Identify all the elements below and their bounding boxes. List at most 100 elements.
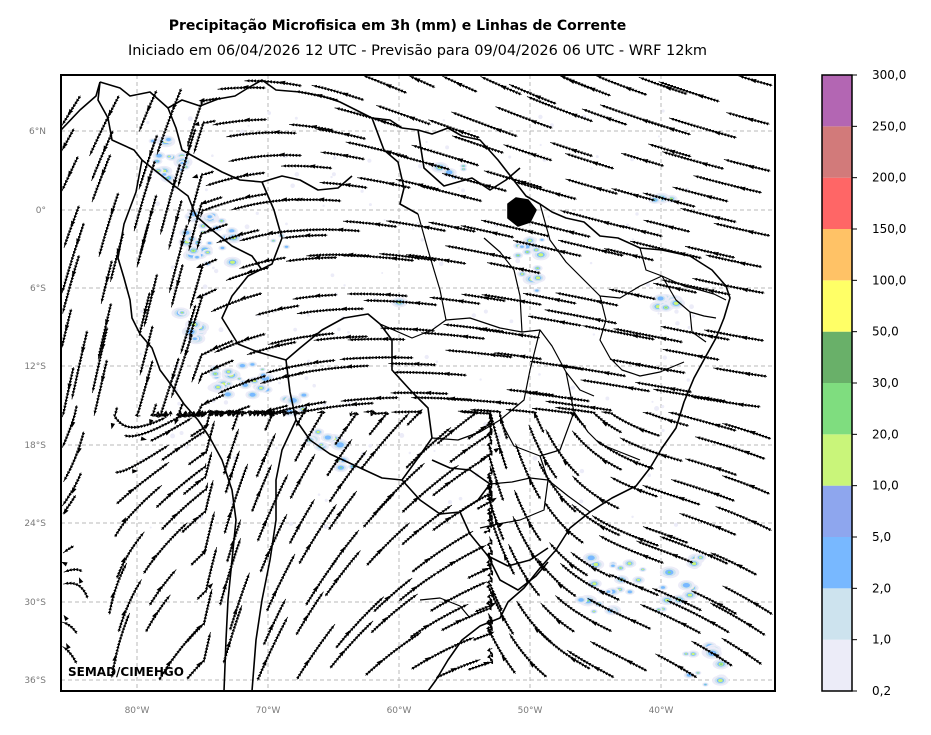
- precip-trace: [645, 282, 651, 287]
- streamline: [217, 85, 266, 91]
- streamline: [340, 396, 399, 403]
- streamline-arrow: [747, 117, 754, 123]
- streamline: [376, 105, 431, 126]
- precip-cell: [351, 465, 354, 468]
- precip-trace: [691, 314, 695, 318]
- streamline-arrow: [741, 335, 748, 341]
- streamline: [320, 151, 365, 161]
- precip-cell: [520, 245, 524, 248]
- streamline-arrow: [455, 619, 462, 625]
- streamlines-layer: [61, 75, 773, 681]
- streamline: [265, 553, 296, 612]
- precip-cell: [627, 562, 632, 565]
- streamline: [642, 192, 696, 209]
- colorbar-segment: [822, 126, 852, 178]
- streamline: [187, 420, 215, 466]
- precip-trace: [433, 449, 436, 453]
- streamline: [63, 581, 89, 599]
- streamline-arrow: [703, 396, 710, 401]
- streamline-arrow: [222, 583, 227, 590]
- precip-cell: [535, 289, 539, 292]
- streamline: [691, 590, 738, 616]
- streamline-arrow: [495, 128, 503, 133]
- streamline-arrow: [336, 510, 342, 518]
- streamline-arrow: [462, 334, 469, 339]
- streamline-arrow: [180, 240, 185, 247]
- streamline: [289, 123, 334, 132]
- streamline: [293, 410, 326, 462]
- streamline: [713, 367, 768, 378]
- streamline: [116, 461, 170, 505]
- streamline: [721, 475, 770, 495]
- streamline: [486, 262, 541, 275]
- streamline: [233, 404, 289, 418]
- streamline-arrow: [712, 251, 719, 257]
- colorbar: 0,2 1,0 2,0 5,0 10,0 20,0 30,0 50,0 100,0 150,0 20…: [821, 68, 906, 698]
- streamline-arrow: [140, 436, 147, 441]
- streamline-arrow: [748, 484, 756, 490]
- precip-trace: [538, 114, 543, 120]
- streamline: [285, 255, 337, 263]
- precip-trace: [213, 268, 219, 274]
- streamline-arrow: [709, 620, 717, 626]
- streamline-arrow: [594, 318, 601, 323]
- streamline-arrow: [713, 653, 720, 659]
- streamline-arrow: [229, 540, 235, 547]
- precip-cell: [156, 160, 159, 162]
- precip-cell: [517, 254, 519, 257]
- streamline-arrow: [342, 92, 349, 97]
- streamline-arrow: [641, 119, 649, 124]
- streamline-arrow: [481, 145, 489, 150]
- streamline-arrow: [384, 292, 391, 297]
- streamline-arrow: [637, 586, 645, 591]
- streamline: [726, 112, 770, 126]
- precip-cell: [667, 571, 671, 574]
- streamline-arrow: [495, 479, 500, 486]
- streamline-arrow: [376, 548, 383, 555]
- streamline-arrow: [450, 667, 457, 673]
- streamline-arrow: [642, 555, 649, 560]
- streamline: [61, 405, 79, 448]
- streamline-arrow: [591, 161, 599, 166]
- streamline-arrow: [262, 659, 267, 666]
- precip-trace: [425, 140, 428, 144]
- precip-cell: [593, 562, 599, 567]
- precip-cell: [162, 173, 167, 176]
- streamline: [218, 538, 241, 606]
- precip-cell: [261, 368, 263, 370]
- streamline: [587, 598, 652, 631]
- streamline-arrow: [66, 643, 71, 650]
- streamline-arrow: [150, 289, 156, 297]
- streamline: [604, 248, 654, 262]
- map-subtitle: Iniciado em 06/04/2026 12 UTC - Previsão…: [127, 43, 708, 59]
- streamline-arrow: [276, 306, 283, 311]
- precip-cell: [230, 260, 235, 264]
- streamline-arrow: [414, 301, 421, 306]
- streamline: [303, 401, 374, 413]
- streamline-arrow: [193, 121, 200, 126]
- streamline-arrow: [519, 354, 526, 359]
- precip-trace: [662, 355, 667, 360]
- streamline-arrow: [347, 252, 354, 257]
- colorbar-label: 0,2: [872, 684, 891, 698]
- precip-cell: [627, 590, 632, 594]
- precip-trace: [408, 451, 412, 455]
- colorbar-segment: [822, 537, 852, 589]
- precip-trace: [139, 352, 142, 356]
- precip-cell: [192, 337, 197, 341]
- streamline-arrow: [677, 665, 684, 671]
- streamline: [293, 198, 342, 203]
- precip-trace: [570, 385, 576, 390]
- precip-trace: [676, 296, 682, 302]
- streamline: [643, 219, 691, 234]
- streamline: [296, 307, 364, 315]
- streamline: [107, 562, 128, 615]
- streamline-arrow: [443, 371, 450, 377]
- marajo-island: [507, 197, 537, 227]
- streamline-arrow: [453, 225, 460, 231]
- streamline: [268, 331, 335, 345]
- streamline: [655, 653, 698, 679]
- streamline-arrow: [715, 525, 722, 531]
- precip-trace: [630, 157, 634, 162]
- precip-cell: [527, 239, 532, 242]
